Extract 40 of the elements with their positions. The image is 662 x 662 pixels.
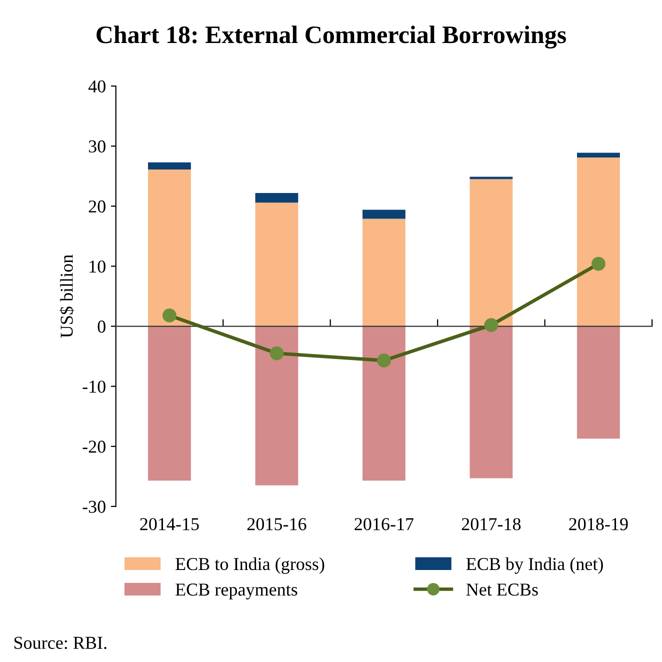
bar bbox=[470, 176, 513, 180]
y-tick-label: 30 bbox=[88, 140, 106, 153]
chart-title: Chart 18: External Commercial Borrowings bbox=[96, 26, 566, 49]
y-tick-label: 20 bbox=[88, 200, 106, 213]
point bbox=[377, 354, 391, 368]
bar bbox=[362, 218, 406, 326]
bar bbox=[577, 326, 620, 439]
point bbox=[484, 318, 498, 332]
bar bbox=[148, 170, 191, 326]
y-tick-label: 40 bbox=[88, 80, 106, 92]
y-tick-label: 10 bbox=[90, 260, 106, 273]
point bbox=[270, 346, 284, 360]
x-tick-label: 2014-15 bbox=[140, 518, 199, 530]
legend-label: ECB repayments bbox=[176, 584, 298, 600]
bar bbox=[577, 158, 620, 326]
bar bbox=[255, 192, 298, 203]
legend-label: Net ECBs bbox=[466, 584, 538, 596]
x-tick-label: 2016-17 bbox=[354, 518, 414, 530]
y-tick-label: -30 bbox=[82, 500, 106, 513]
x-tick-label: 2018-19 bbox=[569, 518, 628, 530]
point bbox=[592, 256, 606, 271]
bar bbox=[362, 326, 406, 481]
point bbox=[162, 308, 176, 322]
bar bbox=[470, 326, 513, 478]
bar bbox=[362, 210, 406, 219]
bar bbox=[255, 326, 298, 486]
bar bbox=[577, 152, 620, 158]
x-tick-label: 2017-18 bbox=[462, 518, 521, 530]
y-tick-label: 0 bbox=[98, 320, 106, 333]
bar bbox=[255, 202, 298, 326]
source-note: Source: RBI. bbox=[14, 636, 106, 650]
bar bbox=[470, 179, 513, 326]
y-tick-label: -20 bbox=[82, 440, 106, 453]
x-tick-label: 2015-16 bbox=[247, 518, 306, 530]
legend-label: ECB to India (gross) bbox=[176, 557, 324, 574]
y-tick-label: -10 bbox=[82, 380, 106, 393]
y-axis-title: US$ billion bbox=[60, 254, 74, 338]
legend-label: ECB by India (net) bbox=[466, 557, 603, 574]
bar bbox=[148, 162, 191, 170]
bar bbox=[148, 326, 191, 481]
